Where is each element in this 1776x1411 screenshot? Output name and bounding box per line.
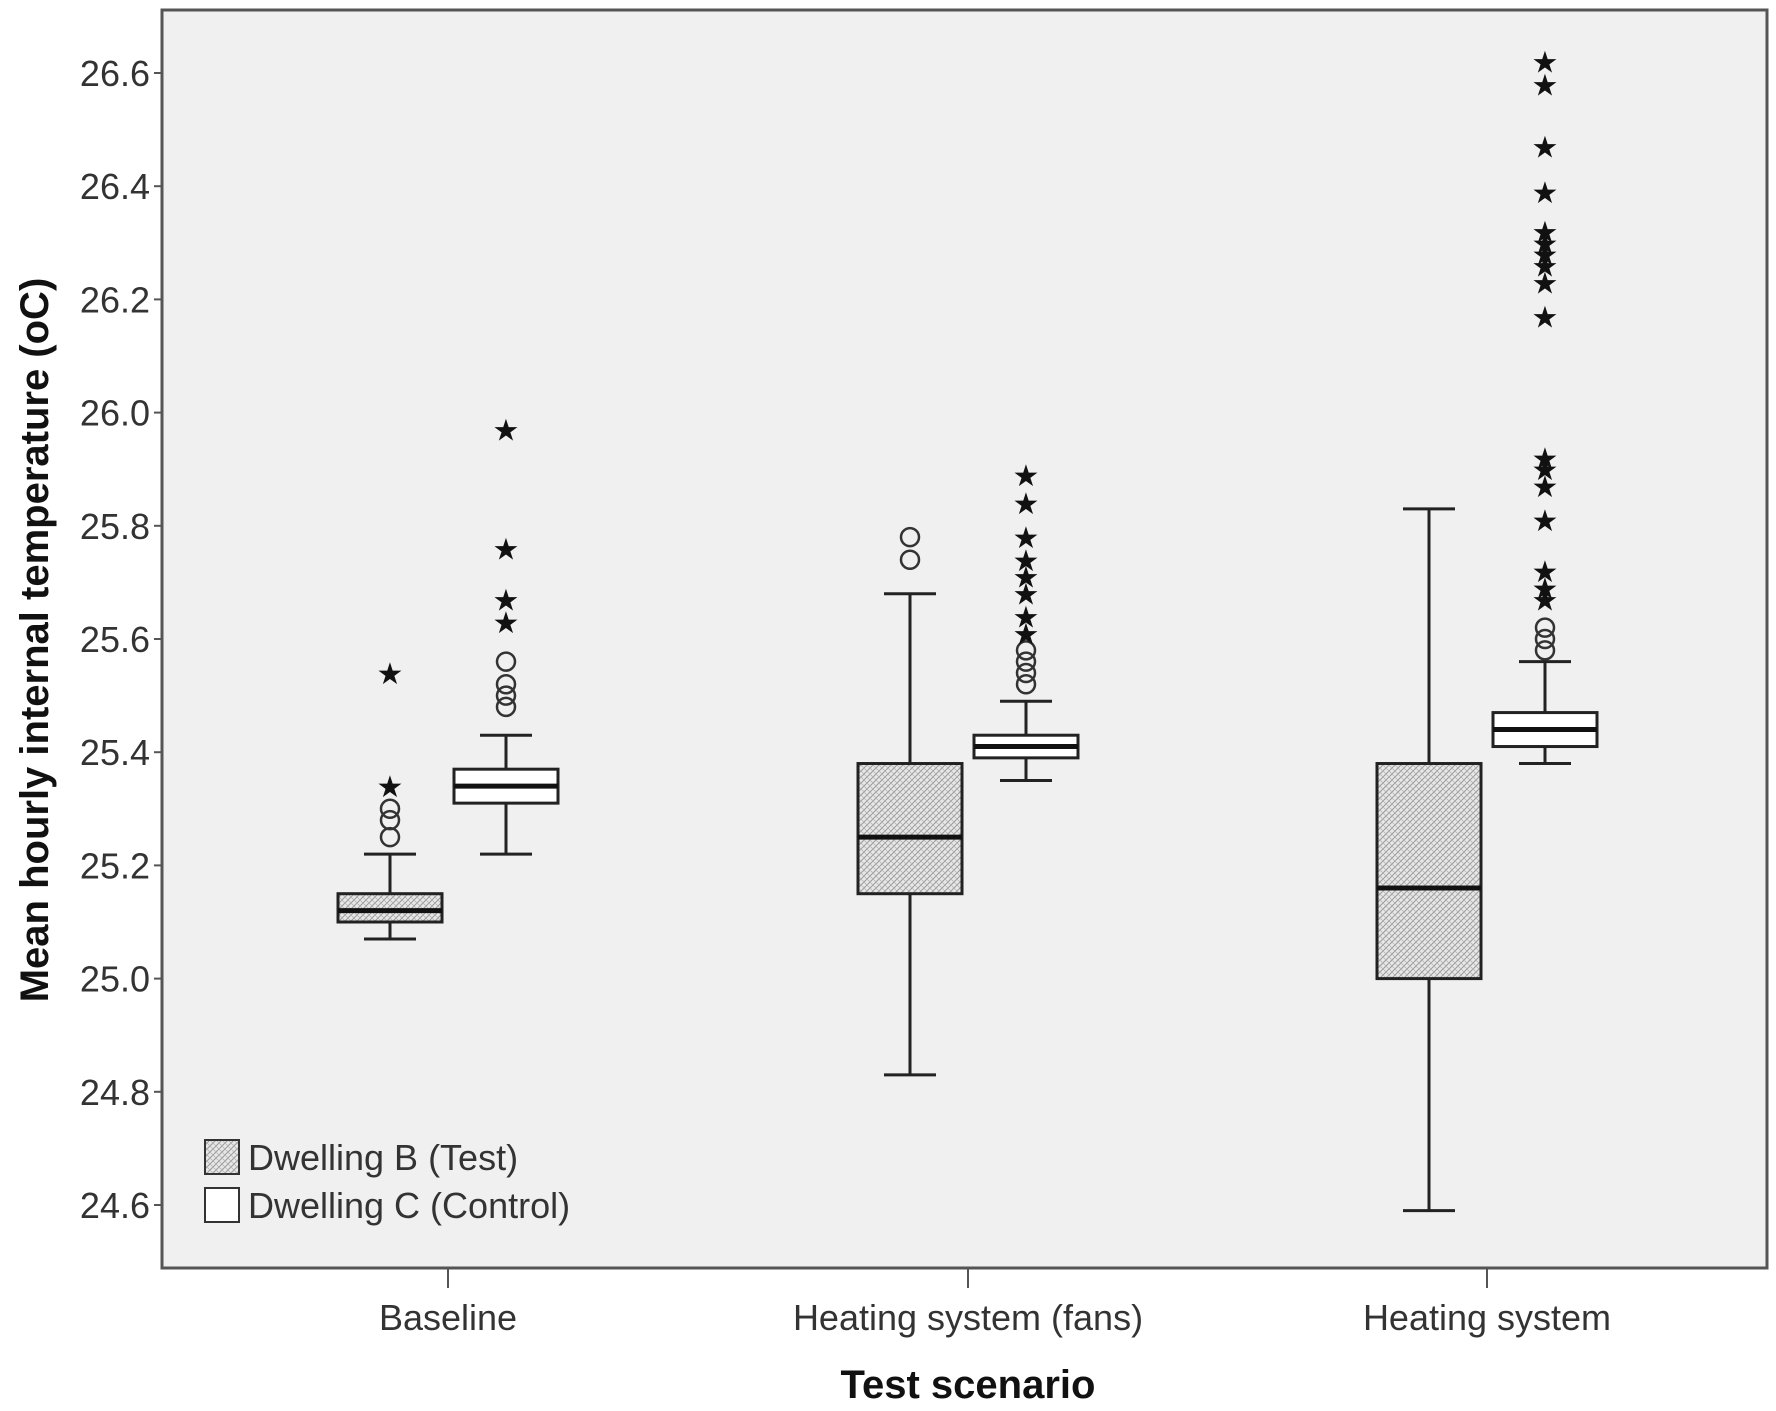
y-axis: 24.6 24.8 25.0 25.2 25.4 25.6 25.8 26.0 26.2 26.4…	[80, 53, 162, 1226]
outlier-circle	[899, 526, 921, 548]
y-tick-label: 25.4	[80, 732, 150, 773]
outlier-star: ★	[1532, 68, 1559, 103]
y-tick-label: 26.4	[80, 166, 150, 207]
outlier-star: ★	[1532, 300, 1559, 335]
box-test-1	[856, 592, 964, 1077]
legend-label-control: Dwelling C (Control)	[248, 1185, 570, 1226]
outlier-star: ★	[1532, 227, 1559, 262]
box-test-0	[336, 852, 444, 941]
outlier-star: ★	[1532, 249, 1559, 284]
plot-area	[160, 8, 1769, 1270]
outlier-star: ★	[493, 606, 520, 641]
outlier-star: ★	[493, 583, 520, 618]
outlier-star: ★	[377, 770, 404, 805]
iqr-box	[336, 892, 444, 924]
outlier-star: ★	[1013, 617, 1040, 652]
outlier-circle	[1534, 628, 1556, 650]
outlier-circle	[1015, 651, 1037, 672]
outlier-circle	[495, 696, 517, 718]
outlier-star: ★	[1013, 459, 1040, 494]
y-tick-label: 24.8	[80, 1072, 150, 1113]
x-tick-label: Heating system	[1363, 1297, 1611, 1338]
outlier-circle	[899, 549, 921, 571]
outlier-star: ★	[1532, 583, 1559, 618]
iqr-box	[1375, 762, 1483, 981]
outlier-star: ★	[1532, 572, 1559, 607]
y-axis-title: Mean hourly internal temperature (oC)	[13, 278, 57, 1003]
outlier-star: ★	[1532, 176, 1559, 211]
outlier-star: ★	[1532, 470, 1559, 505]
outlier-star: ★	[1013, 521, 1040, 556]
outlier-star: ★	[1532, 266, 1559, 301]
outlier-star: ★	[1532, 504, 1559, 539]
outlier-circle	[495, 651, 517, 672]
legend: Dwelling B (Test) Dwelling C (Control)	[204, 1137, 570, 1226]
y-tick-label: 25.8	[80, 506, 150, 547]
outlier-star: ★	[1532, 453, 1559, 488]
box-control-2	[1491, 660, 1599, 766]
x-tick-label: Baseline	[379, 1297, 517, 1338]
outlier-star: ★	[1532, 442, 1559, 477]
x-tick-label: Heating system (fans)	[793, 1297, 1143, 1338]
outlier-star: ★	[377, 657, 404, 692]
iqr-box	[856, 762, 964, 896]
outlier-points: ★★★★★★★★★★★★★★★★★★★★★★★★★★★★★★★	[377, 46, 1559, 848]
outlier-circle	[1015, 662, 1037, 684]
outlier-star: ★	[1013, 561, 1040, 596]
x-axis: Baseline Heating system (fans) Heating sys…	[379, 1268, 1611, 1338]
outlier-star: ★	[1532, 238, 1559, 273]
outlier-star: ★	[1013, 544, 1040, 579]
outlier-star: ★	[493, 532, 520, 567]
outlier-circle	[379, 798, 401, 820]
x-axis-title: Test scenario	[841, 1363, 1096, 1407]
box-test-2	[1375, 507, 1483, 1213]
outlier-star: ★	[1532, 555, 1559, 590]
outlier-star: ★	[1013, 487, 1040, 522]
legend-label-test: Dwelling B (Test)	[248, 1137, 518, 1178]
outlier-circle	[379, 809, 401, 831]
legend-swatch-test	[204, 1139, 240, 1175]
outlier-star: ★	[1013, 578, 1040, 613]
legend-swatch-control	[204, 1187, 240, 1223]
box-control-1	[972, 699, 1080, 782]
box-control-0	[452, 733, 560, 856]
y-tick-label: 26.6	[80, 53, 150, 94]
outlier-circle	[1534, 617, 1556, 638]
outlier-star: ★	[1013, 600, 1040, 635]
outlier-circle	[1534, 640, 1556, 661]
outlier-circle	[1015, 674, 1037, 695]
box-series	[336, 507, 1599, 1213]
y-tick-label: 25.2	[80, 845, 150, 886]
outlier-star: ★	[1532, 215, 1559, 250]
y-tick-label: 26.0	[80, 393, 150, 434]
outlier-circle	[495, 674, 517, 695]
y-tick-label: 26.2	[80, 279, 150, 320]
y-tick-label: 24.6	[80, 1185, 150, 1226]
outlier-star: ★	[1532, 46, 1559, 81]
outlier-star: ★	[1532, 131, 1559, 166]
outlier-circle	[495, 685, 517, 706]
outlier-circle	[1015, 640, 1037, 661]
outlier-star: ★	[493, 414, 520, 449]
y-tick-label: 25.6	[80, 619, 150, 660]
y-tick-label: 25.0	[80, 959, 150, 1000]
